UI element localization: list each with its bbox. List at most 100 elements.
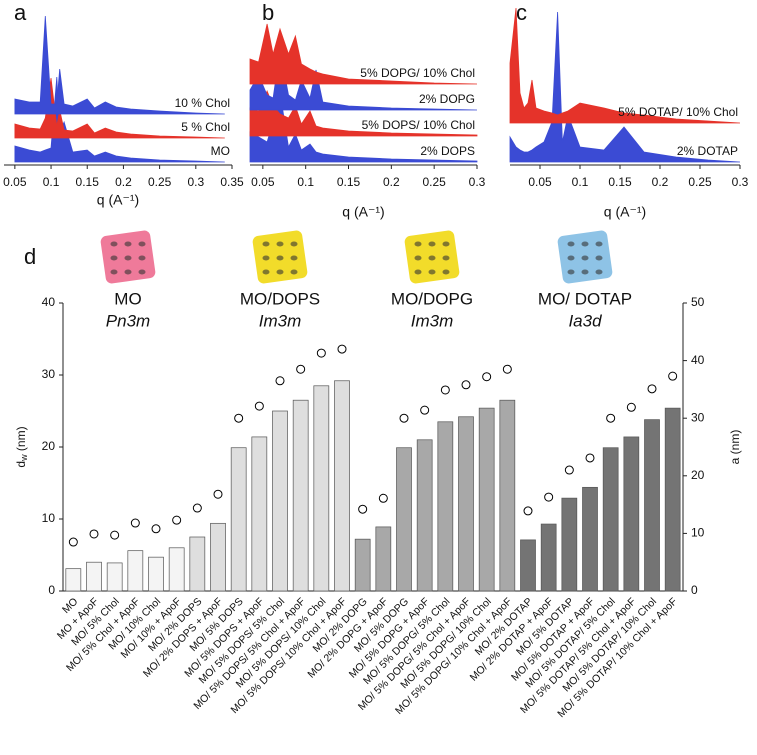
lattice-point [316, 348, 326, 358]
pore [262, 241, 270, 247]
pore [581, 269, 589, 275]
phase-label: Ia3d [568, 311, 602, 330]
pore [414, 255, 422, 261]
y2-tick-label: 20 [691, 468, 705, 482]
y-axis-label: dw (nm) [14, 426, 29, 467]
pore [124, 255, 132, 261]
lattice-point [254, 401, 264, 411]
x-tick-label: 0.35 [220, 175, 244, 189]
trace [14, 76, 225, 163]
x-tick-label: 0.15 [76, 175, 100, 189]
pore [567, 241, 575, 247]
phase-label: Im3m [411, 311, 454, 330]
bar [623, 436, 640, 592]
bar [65, 568, 82, 592]
x-axis-label: q (A⁻¹) [604, 204, 646, 220]
lattice-point [544, 492, 554, 502]
x-tick-label: 0.2 [652, 175, 669, 189]
x-tick-label: 0.3 [732, 175, 749, 189]
y2-tick-label: 30 [691, 410, 705, 424]
x-tick-label: 0.1 [43, 175, 60, 189]
lattice-point [192, 503, 202, 513]
x-tick-label: 0.15 [337, 175, 361, 189]
x-tick-label: 0.1 [572, 175, 589, 189]
y-tick-label: 30 [42, 367, 56, 381]
bar [86, 561, 102, 592]
lattice-point [420, 405, 430, 415]
pore [276, 269, 284, 275]
pore [428, 269, 436, 275]
pore [110, 255, 118, 261]
trace-label: 5 % Chol [181, 120, 230, 134]
structure-icon [100, 230, 156, 284]
x-axis-label: q (A⁻¹) [97, 192, 139, 208]
pore [567, 255, 575, 261]
trace [249, 49, 478, 111]
panel-letter: b [262, 0, 274, 25]
lipid-label: MO [114, 289, 141, 308]
trace-label: 5% DOPS/ 10% Chol [362, 118, 475, 132]
structure-icon [252, 230, 308, 284]
y2-tick-label: 40 [691, 353, 705, 367]
bar [230, 447, 247, 592]
phase-label: Im3m [259, 311, 302, 330]
y-tick-label: 0 [48, 583, 55, 597]
pore [262, 269, 270, 275]
pore [290, 269, 298, 275]
phase-label: Pn3m [106, 311, 150, 330]
panel-letter: a [14, 0, 27, 25]
bar [602, 447, 619, 592]
y-label-unit: (nm) [14, 426, 28, 454]
pore [442, 255, 450, 261]
pore [138, 241, 146, 247]
x-tick-label: 0.15 [608, 175, 632, 189]
bar [499, 399, 516, 592]
lattice-point [564, 465, 574, 475]
trace-label: 5% DOPG/ 10% Chol [360, 66, 475, 80]
bar [540, 523, 557, 592]
y-label-symbol: d [14, 461, 28, 468]
lattice-point [337, 344, 347, 354]
lattice-point [378, 493, 388, 503]
pore [290, 241, 298, 247]
lattice-point [626, 402, 636, 412]
lipid-label: MO/DOPG [391, 289, 473, 308]
lattice-point [213, 489, 223, 499]
pore [595, 269, 603, 275]
trace [14, 15, 225, 115]
pore [581, 241, 589, 247]
x-tick-label: 0.2 [383, 175, 400, 189]
lattice-point [668, 371, 678, 381]
lattice-point [89, 529, 99, 539]
bar [354, 538, 371, 592]
y-tick-label: 10 [42, 511, 56, 525]
lattice-point [585, 453, 595, 463]
lattice-point [440, 385, 450, 395]
bar [664, 407, 681, 592]
y2-tick-label: 0 [691, 583, 698, 597]
y2-tick-label: 50 [691, 295, 705, 309]
pore [262, 255, 270, 261]
pore [428, 241, 436, 247]
x-axis-label: q (A⁻¹) [342, 204, 384, 220]
bar [644, 419, 660, 592]
bar [458, 416, 474, 592]
bar [478, 407, 495, 592]
x-tick-label: 0.05 [3, 175, 27, 189]
y2-axis-label: a (nm) [728, 430, 742, 465]
y2-tick-label: 10 [691, 526, 705, 540]
bar [251, 436, 268, 592]
lattice-point [647, 384, 657, 394]
bar [292, 399, 309, 592]
lattice-point [151, 524, 161, 534]
bar [375, 526, 392, 592]
panel-letter: c [516, 0, 527, 25]
bar [127, 550, 144, 592]
lattice-point [68, 537, 78, 547]
lattice-point [172, 515, 182, 525]
lattice-point [234, 413, 244, 423]
x-tick-label: 0.25 [688, 175, 712, 189]
trace [509, 11, 741, 163]
y-tick-label: 20 [42, 439, 56, 453]
